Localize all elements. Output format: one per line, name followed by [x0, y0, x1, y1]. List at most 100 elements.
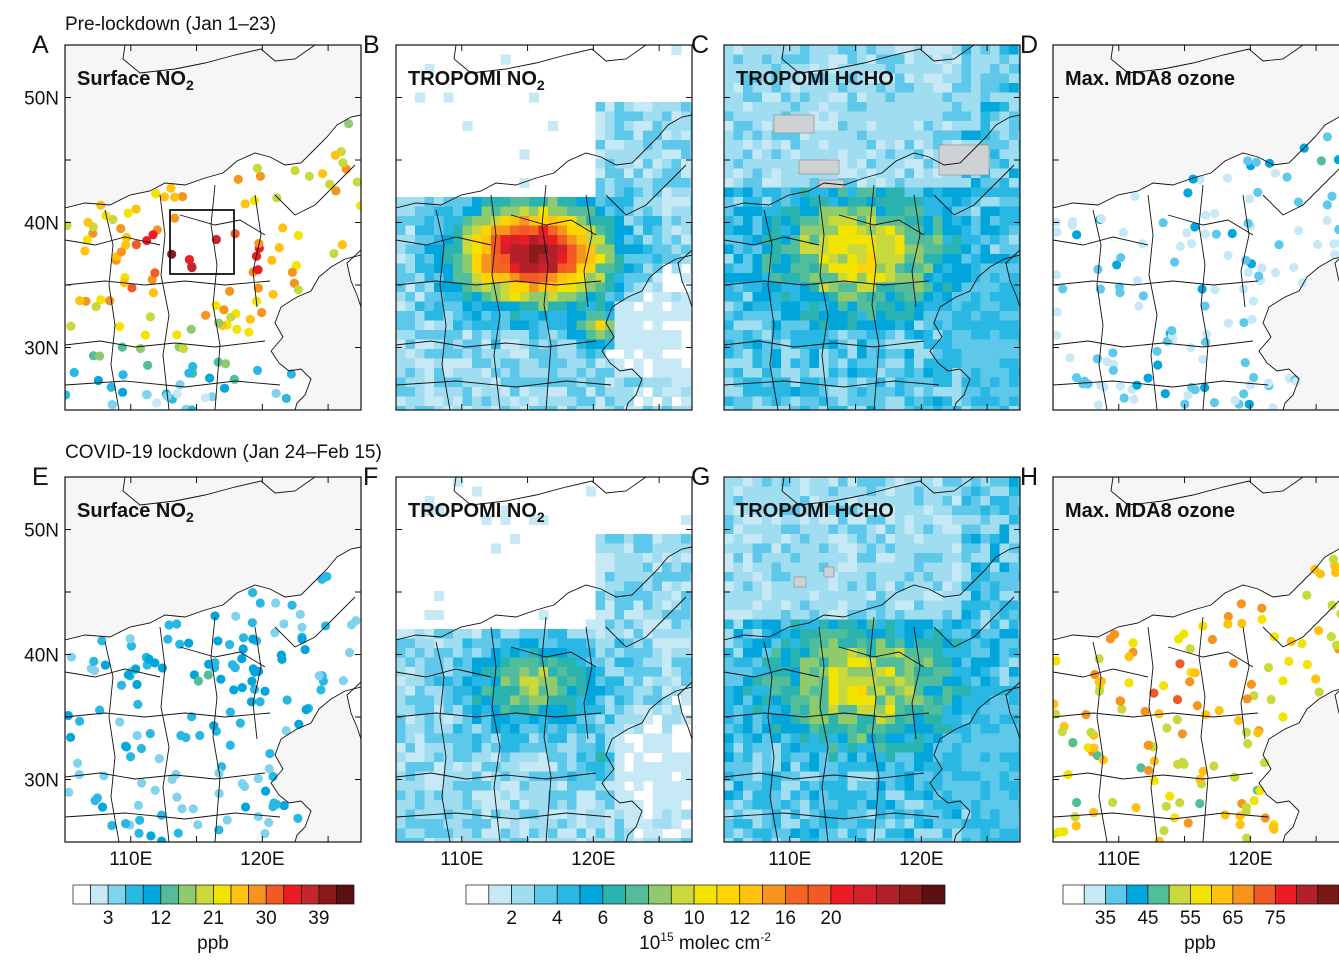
- station-dot: [1093, 264, 1103, 275]
- station-dot: [126, 641, 136, 651]
- station-dot: [260, 786, 271, 796]
- lat-label: 40N: [24, 646, 59, 667]
- station-dot: [156, 810, 167, 820]
- station-dot: [143, 360, 153, 370]
- station-dot: [329, 248, 339, 259]
- station-dot: [1057, 727, 1067, 737]
- station-dot: [164, 620, 174, 630]
- panel-letter: E: [32, 463, 49, 491]
- colorbar-tick-label: 21: [203, 908, 224, 929]
- station-dot: [1170, 813, 1180, 823]
- station-dot: [203, 670, 213, 680]
- station-dot: [1291, 377, 1301, 387]
- station-dot: [1185, 644, 1195, 654]
- station-dot: [247, 676, 257, 686]
- station-dot: [1143, 373, 1153, 383]
- station-dot: [132, 679, 142, 690]
- station-dot: [1329, 239, 1339, 249]
- station-dot: [1209, 761, 1219, 771]
- station-dot: [1334, 224, 1339, 235]
- station-dot: [1257, 614, 1267, 625]
- station-dot: [219, 383, 230, 393]
- station-dot: [1241, 727, 1252, 737]
- station-dot: [127, 283, 137, 293]
- station-dot: [167, 774, 177, 784]
- station-dot: [177, 804, 187, 814]
- station-dot: [1245, 380, 1255, 390]
- station-dot: [163, 634, 173, 644]
- station-dot: [1230, 395, 1240, 406]
- station-dot: [1244, 399, 1254, 409]
- station-dot: [210, 611, 220, 621]
- station-dot: [293, 230, 303, 241]
- station-dot: [1182, 228, 1192, 238]
- station-dot: [65, 390, 71, 400]
- station-dot: [1130, 191, 1140, 201]
- station-dot: [1114, 282, 1125, 292]
- colorbar-tick-label: 35: [1095, 908, 1116, 929]
- panel-label: TROPOMI NO2: [408, 500, 545, 525]
- station-dot: [157, 663, 168, 673]
- station-dot: [1302, 659, 1312, 670]
- station-dot: [252, 365, 263, 375]
- station-dot: [177, 191, 188, 202]
- station-dot: [1070, 812, 1080, 822]
- station-dot: [106, 382, 116, 392]
- row-title-lockdown: COVID-19 lockdown (Jan 24–Feb 15): [65, 442, 382, 463]
- station-dot: [1183, 188, 1193, 198]
- station-dot: [1327, 600, 1337, 610]
- station-dot: [1108, 365, 1118, 376]
- station-dot: [207, 392, 217, 402]
- station-dot: [1115, 696, 1126, 706]
- station-dot: [125, 752, 136, 762]
- station-dot: [246, 697, 257, 707]
- station-dot: [237, 654, 247, 664]
- station-dot: [331, 186, 341, 196]
- station-dot: [225, 639, 235, 650]
- station-dot: [1186, 343, 1196, 353]
- station-dot: [172, 330, 182, 340]
- station-dot: [1081, 710, 1091, 720]
- station-dot: [225, 286, 235, 296]
- panel-label: Surface NO2: [77, 500, 194, 525]
- colorbar-tick-label: 10: [684, 908, 705, 929]
- lon-label: 110E: [1097, 849, 1140, 870]
- station-dot: [1192, 701, 1202, 711]
- station-dot: [75, 296, 85, 306]
- station-dot: [1246, 679, 1256, 689]
- station-dot: [66, 652, 77, 662]
- station-dot: [148, 230, 158, 240]
- colorbar-tick-label: 4: [552, 908, 563, 929]
- station-dot: [355, 201, 361, 211]
- panel-g: 110E 120E G TROPOMI HCHO: [691, 463, 1021, 870]
- station-dot: [1235, 819, 1245, 830]
- station-dot: [222, 815, 232, 825]
- station-dot: [1268, 822, 1278, 832]
- station-dot: [1124, 652, 1134, 662]
- station-dot: [1241, 802, 1251, 812]
- station-dot: [1188, 174, 1198, 184]
- station-dot: [211, 234, 221, 245]
- station-dot: [1128, 638, 1138, 648]
- colorbar-tick-label: 75: [1265, 908, 1286, 929]
- station-dot: [231, 611, 241, 621]
- station-dot: [317, 574, 327, 584]
- station-dot: [233, 174, 243, 184]
- station-dot: [1210, 285, 1220, 295]
- station-dot: [1053, 699, 1059, 709]
- station-dot: [271, 799, 282, 809]
- station-dot: [92, 793, 102, 803]
- station-dot: [1172, 715, 1182, 725]
- station-dot: [184, 638, 194, 648]
- station-dot: [1202, 329, 1212, 339]
- station-dot: [170, 192, 180, 202]
- station-dot: [352, 177, 361, 187]
- station-dot: [1247, 314, 1257, 325]
- station-dot: [286, 369, 296, 379]
- panel-label: TROPOMI HCHO: [736, 500, 894, 522]
- station-dot: [65, 710, 73, 721]
- station-dot: [1185, 677, 1195, 687]
- station-dot: [1143, 765, 1154, 775]
- station-dot: [144, 654, 154, 664]
- station-dot: [267, 255, 277, 265]
